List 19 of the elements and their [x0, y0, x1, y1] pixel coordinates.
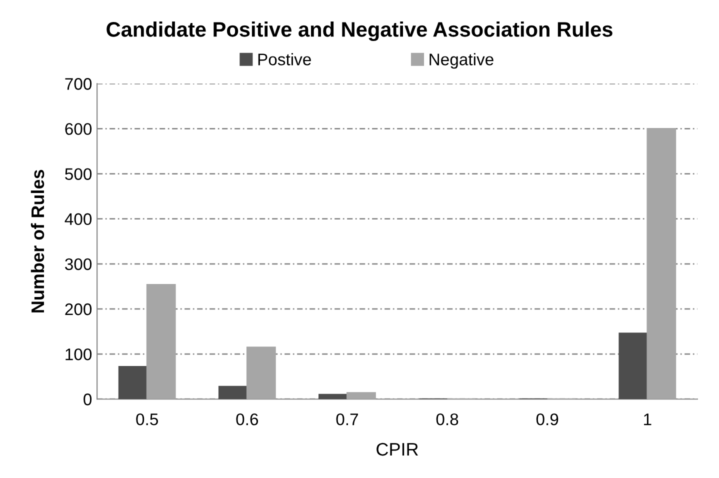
y-tick-label: 200: [65, 303, 92, 316]
y-tick-label: 0: [84, 394, 92, 406]
x-axis-title: CPIR: [376, 442, 418, 456]
x-tick-label: 0.7: [336, 413, 358, 426]
y-axis-title: Number of Rules: [30, 170, 44, 312]
y-tick-label: 500: [65, 168, 92, 180]
y-tick-label: 300: [65, 258, 92, 270]
x-tick-label: 0.5: [136, 413, 158, 426]
y-tick-label: 100: [66, 348, 92, 360]
x-tick-label: 0.9: [536, 413, 558, 426]
x-tick-label: 0.6: [236, 413, 258, 426]
y-tick-label: 600: [65, 123, 92, 135]
legend-label: Negative: [430, 53, 494, 69]
chart-title: Candidate Positive and Negative Association Rules: [106, 22, 612, 42]
x-tick-label: 0.8: [436, 413, 458, 426]
legend-label: Postive: [258, 53, 311, 66]
y-tick-label: 400: [64, 213, 92, 226]
x-tick-label: 1: [644, 414, 652, 426]
y-tick-label: 700: [65, 78, 92, 90]
